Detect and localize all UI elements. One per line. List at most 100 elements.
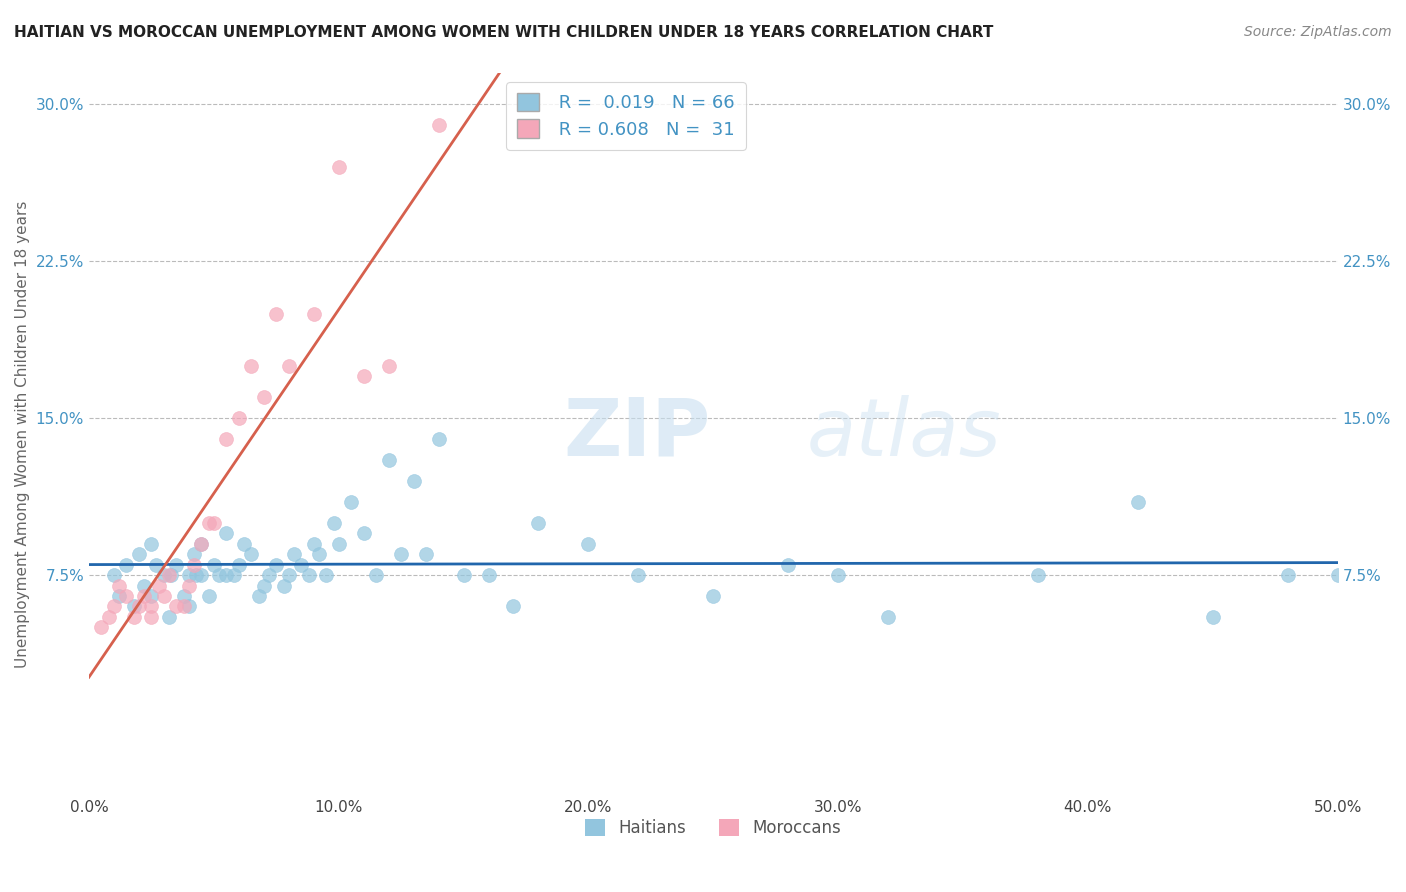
Point (502, 599, 524, 614)
Point (141, 536, 163, 550)
Point (145, 558, 167, 572)
Point (389, 547, 412, 561)
Text: atlas: atlas (807, 395, 1001, 473)
Point (198, 589, 221, 603)
Point (122, 599, 145, 614)
Point (340, 495, 363, 509)
Point (141, 610, 163, 624)
Point (402, 474, 425, 488)
Point (302, 536, 325, 550)
Point (377, 453, 399, 467)
Point (427, 118, 450, 132)
Point (128, 547, 150, 561)
Point (247, 589, 270, 603)
Point (415, 547, 437, 561)
Point (1326, 568, 1348, 582)
Point (315, 568, 337, 582)
Point (877, 610, 900, 624)
Point (308, 547, 330, 561)
Point (366, 568, 388, 582)
Y-axis label: Unemployment Among Women with Children Under 18 years: Unemployment Among Women with Children U… (15, 200, 30, 667)
Point (273, 578, 295, 592)
Point (477, 568, 499, 582)
Point (222, 568, 245, 582)
Point (115, 558, 138, 572)
Point (183, 547, 205, 561)
Point (165, 599, 187, 614)
Point (202, 516, 225, 530)
Point (328, 536, 350, 550)
Point (173, 599, 195, 614)
Point (165, 558, 187, 572)
Point (108, 589, 131, 603)
Point (302, 307, 325, 321)
Point (1026, 568, 1049, 582)
Point (322, 516, 344, 530)
Point (148, 578, 170, 592)
Point (290, 558, 312, 572)
Point (173, 589, 195, 603)
Point (253, 390, 276, 404)
Point (215, 568, 238, 582)
Point (264, 558, 287, 572)
Point (177, 568, 200, 582)
Point (253, 578, 276, 592)
Point (453, 568, 475, 582)
Point (177, 578, 200, 592)
Point (298, 568, 321, 582)
Point (115, 589, 138, 603)
Point (377, 359, 399, 373)
Point (277, 359, 299, 373)
Point (215, 526, 238, 541)
Point (1126, 495, 1149, 509)
Point (153, 568, 176, 582)
Point (186, 568, 208, 582)
Point (177, 599, 200, 614)
Point (160, 568, 183, 582)
Point (132, 578, 155, 592)
Point (90, 620, 112, 634)
Point (627, 568, 650, 582)
Point (97, 610, 120, 624)
Point (240, 547, 263, 561)
Point (228, 411, 250, 425)
Point (527, 516, 550, 530)
Point (1277, 568, 1299, 582)
Legend: Haitians, Moroccans: Haitians, Moroccans (578, 813, 848, 844)
Point (778, 558, 800, 572)
Text: Source: ZipAtlas.com: Source: ZipAtlas.com (1244, 25, 1392, 39)
Point (353, 369, 375, 384)
Point (264, 307, 287, 321)
Point (141, 599, 163, 614)
Point (128, 599, 150, 614)
Point (277, 568, 299, 582)
Point (576, 536, 599, 550)
Point (215, 432, 238, 446)
Point (257, 568, 280, 582)
Point (202, 558, 225, 572)
Point (190, 568, 212, 582)
Point (183, 558, 205, 572)
Point (208, 568, 231, 582)
Point (141, 589, 163, 603)
Point (353, 526, 375, 541)
Point (108, 578, 131, 592)
Point (157, 568, 180, 582)
Point (232, 536, 254, 550)
Point (427, 432, 450, 446)
Point (190, 536, 212, 550)
Point (1202, 610, 1225, 624)
Point (827, 568, 849, 582)
Point (198, 516, 221, 530)
Point (228, 558, 250, 572)
Point (132, 589, 155, 603)
Point (103, 568, 125, 582)
Point (103, 599, 125, 614)
Point (190, 536, 212, 550)
Text: HAITIAN VS MOROCCAN UNEMPLOYMENT AMONG WOMEN WITH CHILDREN UNDER 18 YEARS CORREL: HAITIAN VS MOROCCAN UNEMPLOYMENT AMONG W… (14, 25, 994, 40)
Point (328, 160, 350, 174)
Point (157, 610, 180, 624)
Text: ZIP: ZIP (564, 395, 710, 473)
Point (240, 359, 263, 373)
Point (153, 589, 176, 603)
